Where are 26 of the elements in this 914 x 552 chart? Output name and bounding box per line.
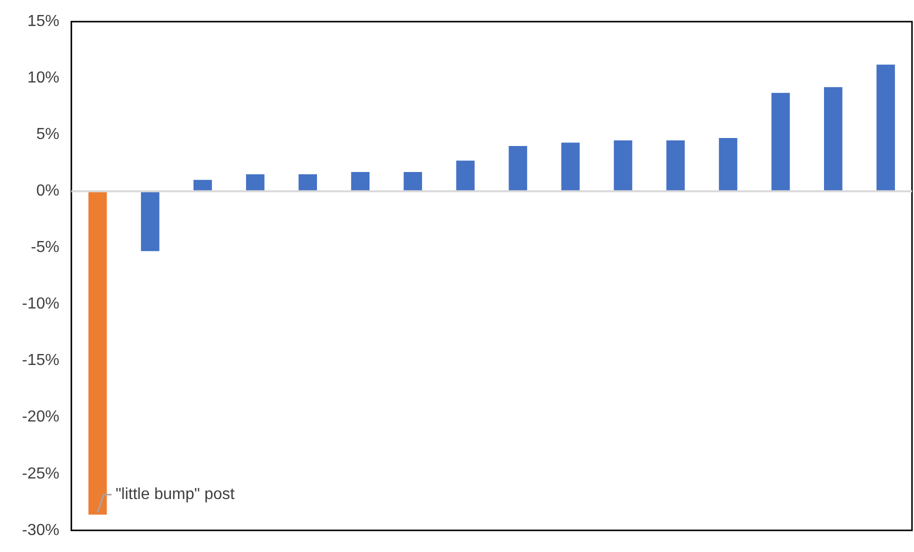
bar	[614, 140, 632, 192]
y-tick-label: 0%	[36, 182, 60, 200]
bar	[404, 172, 422, 192]
y-tick-label: -30%	[22, 522, 60, 539]
bar	[246, 174, 264, 192]
y-tick-label: 15%	[27, 13, 60, 30]
bar	[771, 92, 790, 192]
bar	[88, 191, 107, 515]
bar	[718, 138, 738, 192]
bar	[351, 172, 370, 192]
y-tick-label: 5%	[36, 126, 60, 144]
y-tick-label: -20%	[22, 408, 60, 426]
annotation: "little bump" post	[116, 486, 236, 503]
bar	[298, 174, 317, 192]
y-tick-label: -25%	[22, 465, 60, 482]
y-tick-label: 10%	[27, 70, 60, 87]
bar	[561, 142, 580, 192]
bar	[876, 64, 895, 192]
y-tick-label: -5%	[30, 239, 60, 256]
y-tick-label: -10%	[22, 296, 60, 313]
bar	[824, 87, 842, 192]
bar	[456, 160, 475, 192]
bar	[666, 140, 685, 192]
bar	[140, 191, 160, 252]
y-tick-label: -15%	[22, 352, 60, 370]
bar	[508, 146, 528, 192]
